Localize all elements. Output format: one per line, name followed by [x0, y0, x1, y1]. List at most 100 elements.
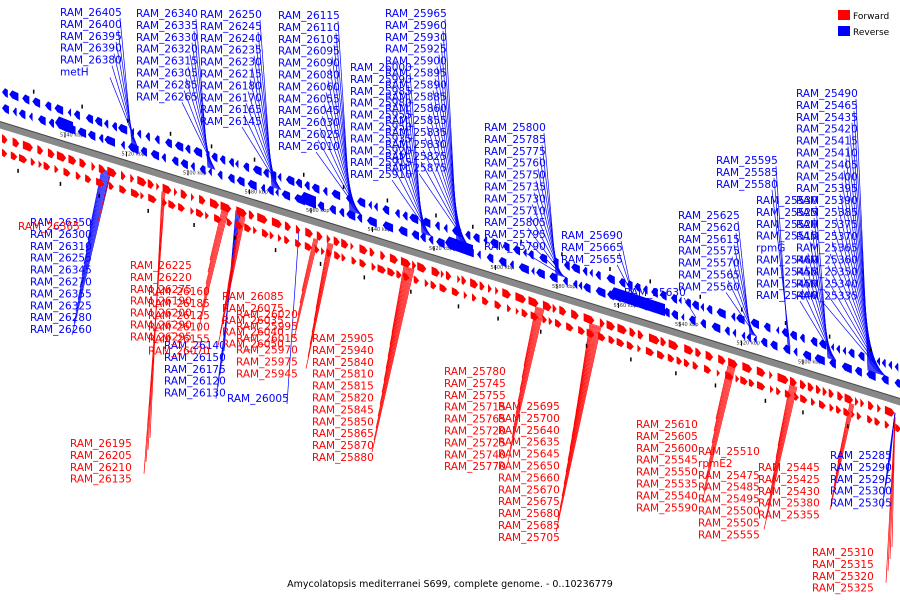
gene-connector — [511, 308, 543, 438]
gene-label: RAM_25315 — [812, 559, 874, 571]
misc-feature-mark — [539, 329, 542, 334]
forward-gene — [137, 175, 147, 187]
forward-gene — [648, 333, 660, 345]
forward-gene — [829, 403, 834, 412]
forward-gene — [350, 241, 354, 251]
reverse-gene — [252, 165, 262, 177]
reverse-gene — [684, 298, 691, 309]
forward-gene — [756, 366, 766, 378]
gene-label: RAM_25770 — [444, 461, 506, 473]
reverse-gene — [498, 256, 507, 268]
gene-connector — [771, 385, 794, 482]
reverse-gene — [746, 333, 751, 343]
reverse-gene — [85, 113, 94, 125]
forward-gene — [502, 288, 511, 299]
reverse-gene — [753, 335, 757, 345]
genome-backbone — [0, 121, 900, 406]
forward-gene — [168, 199, 176, 210]
forward-gene — [843, 407, 850, 417]
reverse-gene — [642, 285, 648, 295]
gene-label: RAM_25525 — [756, 207, 818, 219]
gene-label: RAM_26155 — [148, 334, 210, 346]
misc-feature-mark — [147, 208, 149, 213]
reverse-gene — [394, 209, 400, 219]
gene-label: RAM_25455 — [756, 266, 818, 278]
forward-gene — [445, 270, 452, 281]
misc-feature-mark — [764, 398, 767, 403]
forward-gene — [856, 411, 862, 421]
gene-label: RAM_25915 — [350, 157, 412, 169]
reverse-gene — [373, 202, 378, 212]
gene-label: RAM_25975 — [236, 357, 298, 369]
reverse-gene — [736, 314, 745, 325]
gene-connector — [79, 170, 108, 288]
gene-label: RAM_25930 — [385, 32, 447, 44]
gene-label: RAM_25955 — [350, 110, 412, 122]
gene-label: RAM_25465 — [796, 100, 858, 112]
reverse-gene — [247, 179, 257, 191]
forward-gene — [284, 221, 291, 232]
reverse-gene — [104, 135, 115, 147]
gene-connector — [297, 238, 317, 315]
forward-gene — [12, 137, 20, 148]
gene-label: RAM_25560 — [678, 281, 740, 293]
reverse-gene — [368, 200, 372, 210]
gene-label: RAM_26110 — [278, 22, 340, 34]
reverse-gene — [295, 178, 302, 189]
reverse-gene — [741, 331, 746, 341]
forward-gene — [683, 358, 690, 368]
forward-gene — [451, 287, 460, 297]
gene-label: RAM_25895 — [385, 68, 447, 80]
gene-features — [2, 88, 900, 433]
misc-feature-mark — [870, 347, 872, 352]
reverse-gene — [322, 186, 328, 197]
reverse-gene — [509, 260, 514, 270]
reverse-gene — [128, 142, 139, 155]
gene-label: RAM_26175 — [164, 364, 226, 376]
gene-label: RAM_25995 — [236, 321, 298, 333]
reverse-gene — [626, 280, 633, 291]
reverse-gene — [402, 211, 408, 221]
misc-feature-mark — [472, 224, 474, 229]
scale-tick-label: 5740 kbp — [60, 133, 84, 139]
forward-gene — [412, 260, 417, 270]
forward-gene — [148, 193, 157, 204]
gene-label: RAM_26095 — [278, 46, 340, 58]
misc-feature-mark — [497, 316, 499, 321]
forward-gene — [528, 296, 539, 308]
misc-feature-mark — [127, 118, 129, 123]
forward-gene — [482, 296, 489, 306]
gene-label: RAM_26285 — [136, 79, 198, 91]
gene-label: RAM_25805 — [484, 217, 546, 229]
gene-connector — [73, 171, 111, 324]
reverse-gene — [711, 322, 721, 334]
reverse-gene — [45, 101, 52, 112]
gene-label: RAM_25795 — [484, 229, 546, 241]
forward-gene — [295, 224, 301, 234]
forward-gene — [645, 346, 655, 357]
gene-label: RAM_25725 — [444, 437, 506, 449]
gene-label: RAM_25335 — [796, 290, 858, 302]
gene-connector — [225, 215, 242, 298]
forward-gene — [380, 250, 386, 261]
reverse-gene — [854, 366, 862, 377]
gene-label: RAM_26120 — [164, 376, 226, 388]
forward-gene — [220, 201, 232, 213]
forward-gene — [431, 266, 440, 277]
reverse-gene — [894, 362, 899, 372]
gene-label: RAM_25325 — [812, 583, 874, 595]
gene-label: RAM_25495 — [698, 494, 760, 506]
forward-gene — [130, 188, 140, 198]
reverse-gene — [681, 313, 685, 323]
forward-gene — [178, 202, 185, 212]
forward-gene — [684, 344, 694, 355]
legend-forward-label: Forward — [853, 12, 889, 22]
gene-label: RAM_25705 — [498, 532, 560, 544]
forward-gene — [199, 194, 206, 205]
gene-label: RAM_25750 — [484, 170, 546, 182]
gene-label: RAM_26010 — [278, 141, 340, 153]
gene-label: RAM_25710 — [484, 205, 546, 217]
reverse-gene — [802, 350, 812, 362]
forward-gene — [718, 354, 726, 365]
forward-gene — [119, 184, 127, 194]
